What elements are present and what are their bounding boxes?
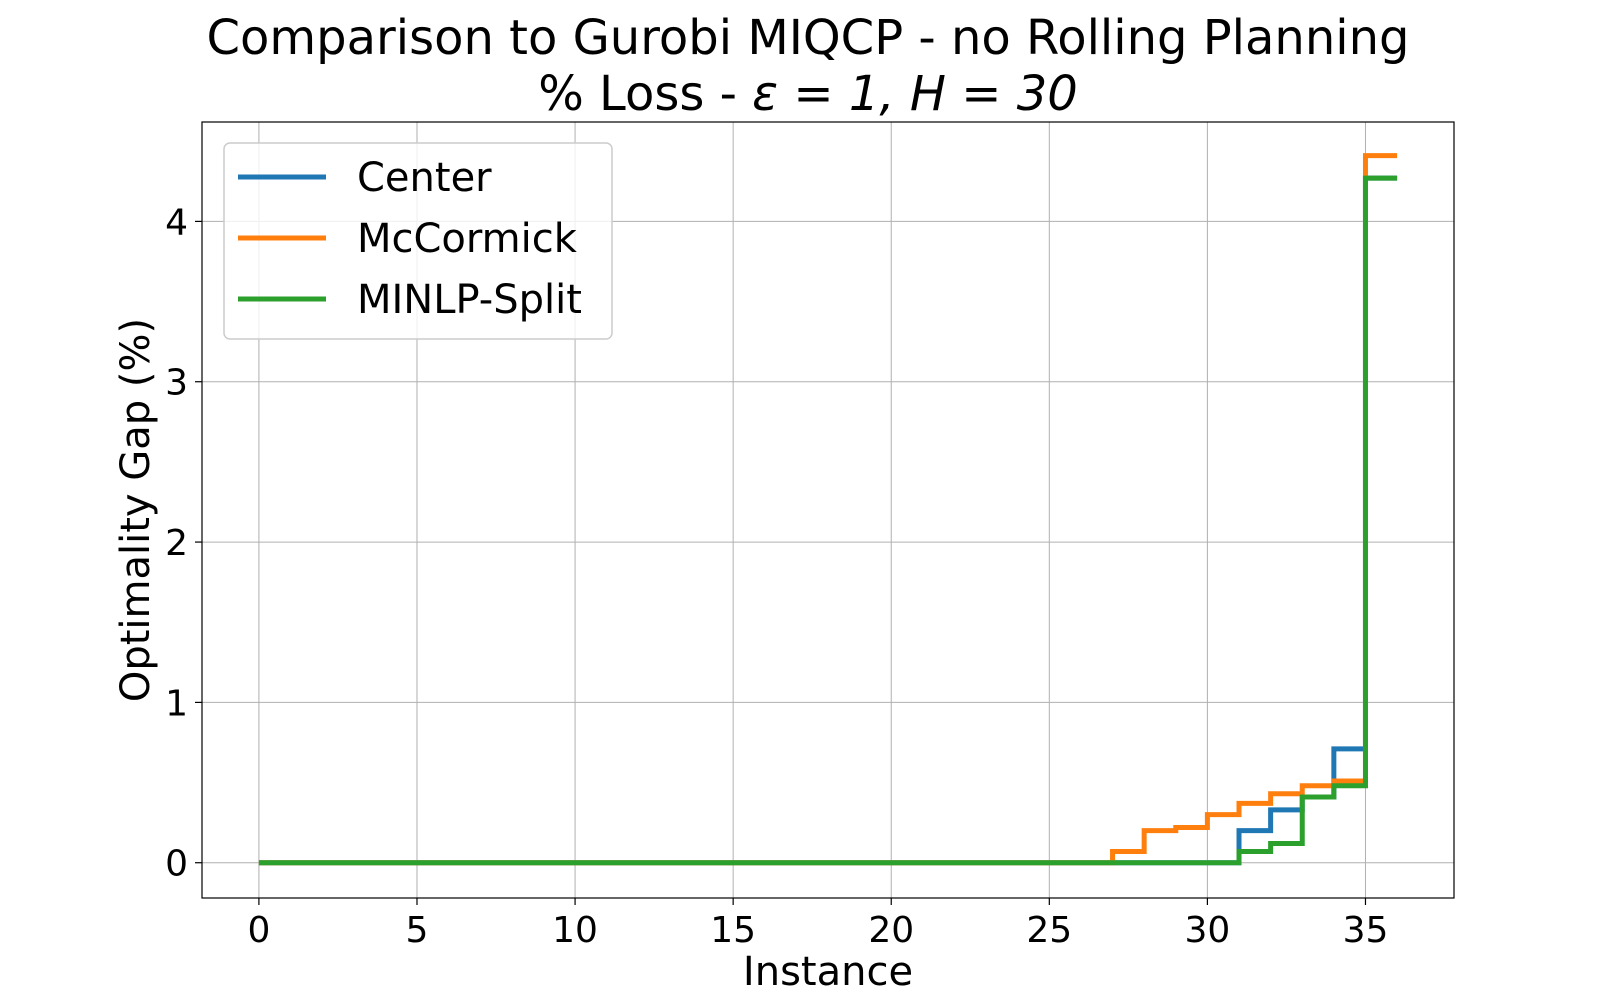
y-axis-label: Optimality Gap (%)	[113, 318, 159, 702]
legend-box	[223, 142, 613, 340]
chart-title-line2-math: ε = 1, H = 30	[752, 66, 1078, 122]
x-tick-label: 15	[710, 910, 756, 951]
x-tick-label: 0	[247, 910, 270, 951]
chart-title-line2-prefix: % Loss -	[538, 66, 752, 122]
x-tick-label: 10	[552, 910, 598, 951]
plot-frame	[201, 121, 1455, 899]
legend-label-mccormick: McCormick	[357, 216, 578, 262]
y-tick-label: 3	[165, 363, 188, 404]
y-tick-label: 0	[165, 844, 188, 885]
y-tick-label: 1	[165, 683, 188, 724]
legend-label-minlp-split: MINLP-Split	[357, 277, 582, 323]
y-ticks: 0 1 2 3 4	[165, 202, 202, 885]
x-axis-label: Instance	[743, 949, 913, 995]
x-tick-label: 20	[868, 910, 914, 951]
y-tick-label: 4	[165, 202, 188, 243]
y-tick-label: 2	[165, 523, 188, 564]
x-ticks: 0 5 10 15 20 25 30 35	[247, 898, 1388, 951]
chart-title-line2: % Loss - ε = 1, H = 30	[538, 66, 1078, 122]
x-tick-label: 35	[1343, 910, 1389, 951]
x-tick-label: 30	[1184, 910, 1230, 951]
series-group	[258, 153, 1398, 866]
legend-label-center: Center	[357, 155, 492, 201]
x-tick-label: 25	[1026, 910, 1072, 951]
x-tick-label: 5	[406, 910, 429, 951]
series-line-minlp-split	[258, 175, 1398, 866]
legend: Center McCormick MINLP-Split	[223, 142, 613, 340]
chart-title-line1: Comparison to Gurobi MIQCP - no Rolling …	[207, 10, 1410, 66]
